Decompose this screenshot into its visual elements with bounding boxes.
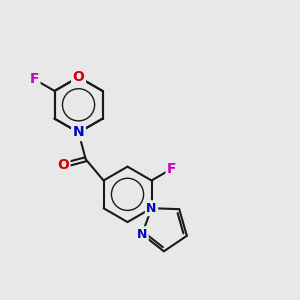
Text: N: N [137,228,147,241]
Text: O: O [57,158,69,172]
Text: F: F [167,162,177,176]
Text: N: N [73,125,84,140]
Text: O: O [73,70,85,84]
Text: N: N [146,202,157,215]
Text: F: F [29,72,39,86]
